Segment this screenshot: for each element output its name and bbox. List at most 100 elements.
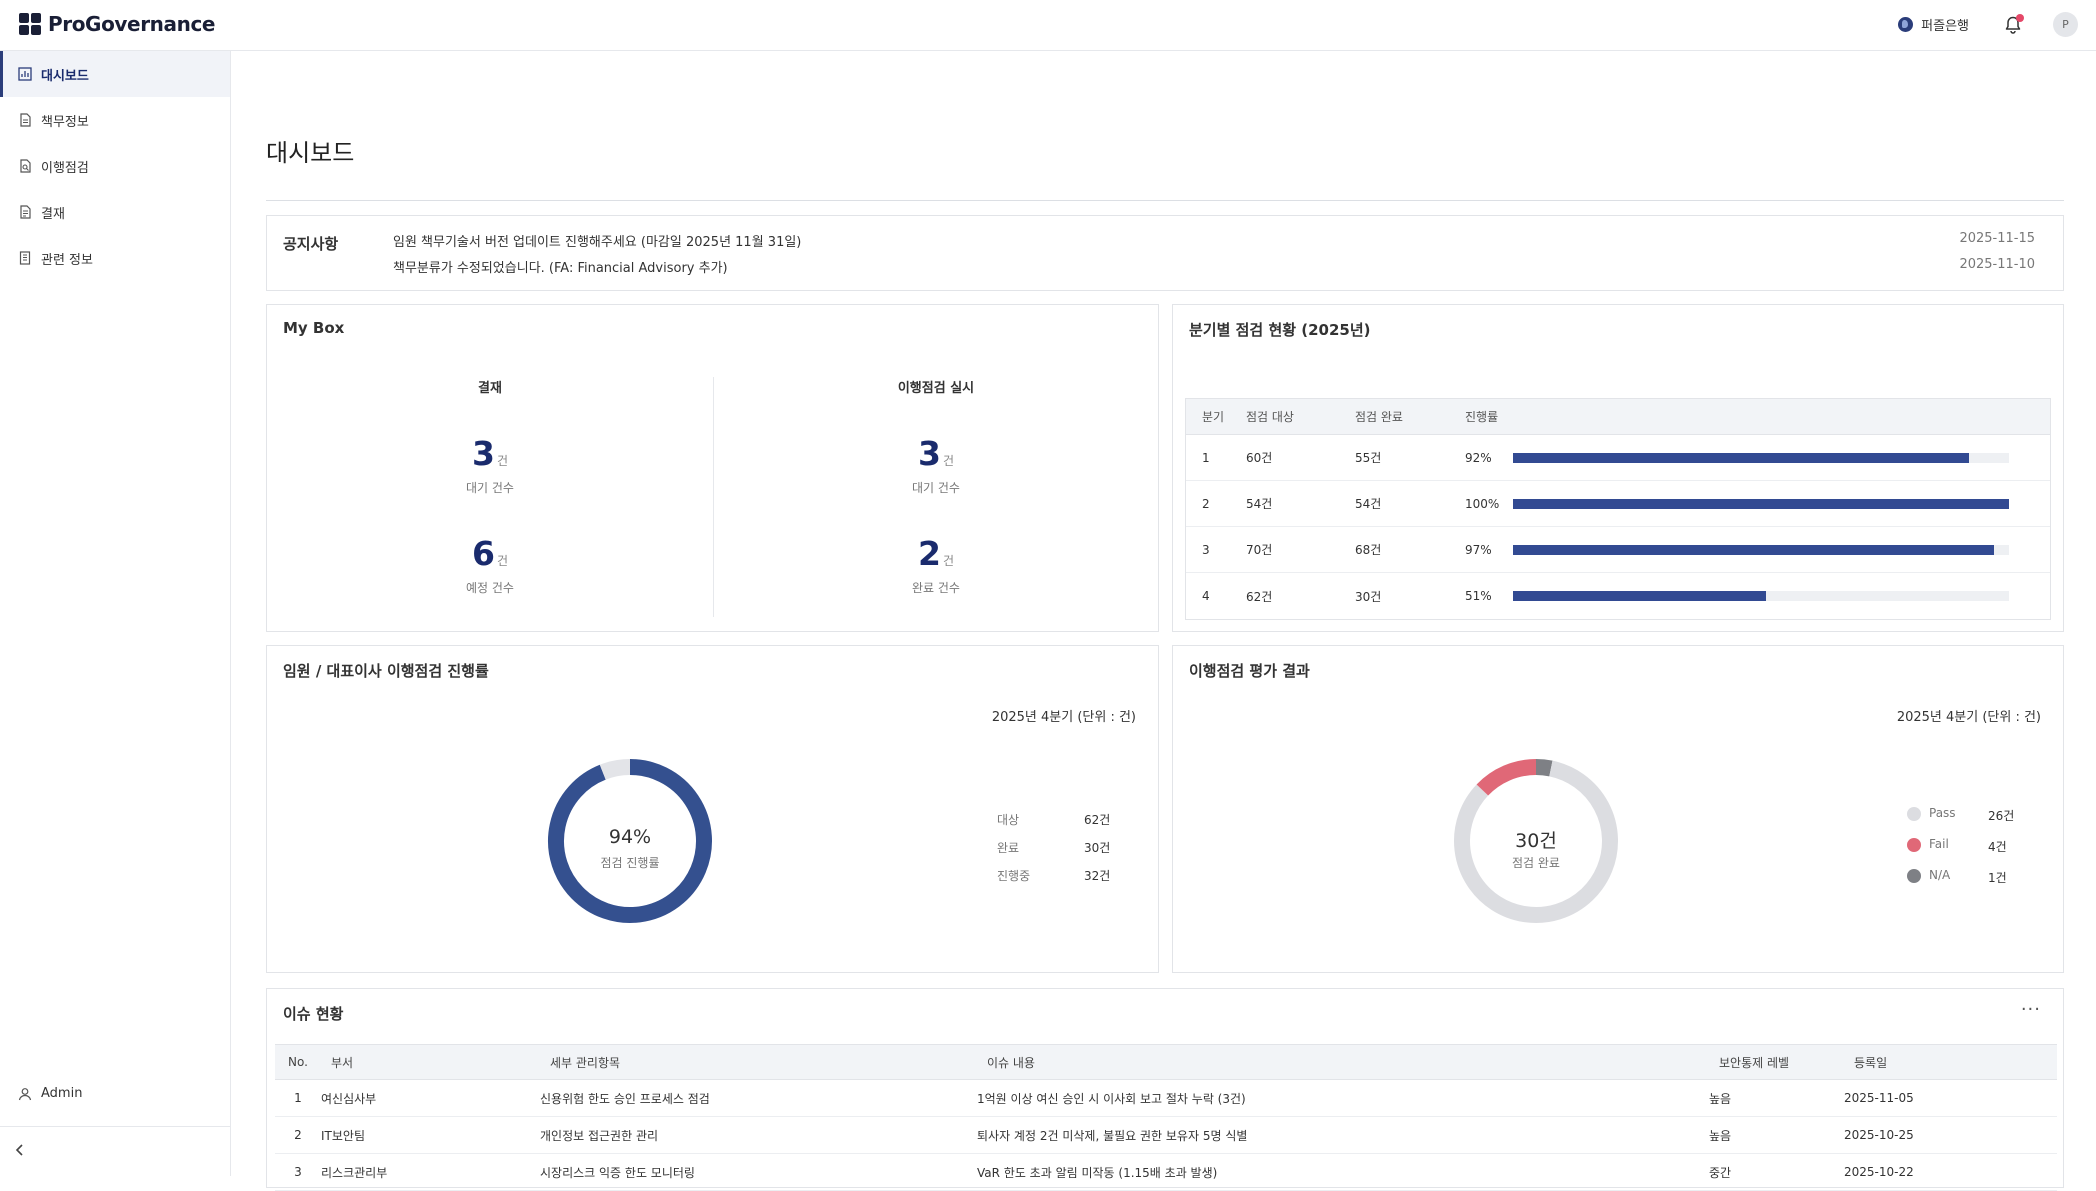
admin-menu[interactable]: Admin	[18, 1086, 82, 1101]
stat-label: 예정 건수	[466, 581, 514, 595]
registered-date-cell: 2025-11-05	[1844, 1091, 1914, 1105]
logo-text: ProGovernance	[48, 12, 216, 36]
bank-name: 퍼즐은행	[1921, 19, 1969, 34]
column-header: 등록일	[1854, 1055, 1888, 1070]
evaluation-card: 이행점검 평가 결과 2025년 4분기 (단위 : 건) 30건 점검 완료 …	[1172, 645, 2064, 973]
issue-content-cell: VaR 한도 초과 알림 미작동 (1.15배 초과 발생)	[977, 1165, 1218, 1180]
title-divider	[266, 200, 2064, 201]
mybox-column-heading: 이행점검 실시	[897, 381, 975, 396]
top-header: ProGovernance 퍼즐은행 P	[0, 0, 2096, 51]
department-cell: 리스크관리부	[321, 1165, 388, 1180]
donut-na-segment	[1535, 759, 1553, 777]
table-row[interactable]: 3 리스크관리부 시장리스크 익증 한도 모니터링 VaR 한도 초과 알림 미작동 …	[275, 1154, 2057, 1191]
donut-pass-segment	[1454, 760, 1618, 923]
app-logo[interactable]: ProGovernance	[19, 12, 215, 36]
notice-item[interactable]: 임원 책무기술서 버전 업데이트 진행해주세요 (마감일 2025년 11월 3…	[393, 235, 802, 250]
donut-center-value: 30건	[1515, 830, 1557, 852]
quarter-cell: 1	[1202, 450, 1210, 465]
document-icon	[20, 113, 31, 127]
progress-donut-chart	[548, 759, 712, 923]
user-icon	[18, 1087, 32, 1100]
evaluation-title: 이행점검 평가 결과	[1189, 662, 1310, 680]
target-cell: 62건	[1246, 589, 1273, 604]
table-row: 2 54건 54건 100%	[1186, 481, 2050, 527]
table-row[interactable]: 2 IT보안팀 개인정보 접근권한 관리 퇴사자 계정 2건 미삭제, 불필요 권한 …	[275, 1117, 2057, 1154]
rate-cell: 92%	[1465, 450, 1492, 465]
notice-date: 2025-11-15	[1959, 231, 2035, 246]
period-unit-label: 2025년 4분기 (단위 : 건)	[991, 710, 1136, 725]
quarter-cell: 4	[1202, 589, 1210, 603]
sidebar-item-label: 관련 정보	[41, 252, 93, 268]
column-header: 세부 관리항목	[550, 1055, 621, 1070]
sidebar-item-approval[interactable]: 결재	[0, 189, 230, 235]
period-unit-label: 2025년 4분기 (단위 : 건)	[1896, 710, 2041, 725]
donut-center-label: 점검 완료	[1512, 856, 1560, 870]
main-content: 대시보드 공지사항 임원 책무기술서 버전 업데이트 진행해주세요 (마감일 2…	[266, 51, 2064, 1191]
mybox-divider	[713, 377, 714, 617]
column-header: 부서	[331, 1055, 354, 1070]
donut-center-label: 점검 진행률	[600, 856, 660, 870]
issue-content-cell: 1억원 이상 여신 승인 시 이사회 보고 절차 누락 (3건)	[977, 1091, 1246, 1106]
notice-card: 공지사항 임원 책무기술서 버전 업데이트 진행해주세요 (마감일 2025년 …	[266, 215, 2064, 291]
bank-selector[interactable]: 퍼즐은행	[1898, 15, 1969, 34]
stat-label: 대기 건수	[466, 481, 514, 495]
table-header: 분기 점검 대상 점검 완료 진행률	[1186, 399, 2050, 435]
progress-donut: 94% 점검 진행률	[547, 758, 713, 924]
page-title: 대시보드	[266, 139, 355, 167]
rate-cell: 100%	[1465, 496, 1500, 511]
admin-label: Admin	[41, 1086, 83, 1101]
chevron-left-icon[interactable]	[12, 1142, 28, 1158]
dashboard-icon	[18, 67, 32, 81]
target-cell: 70건	[1246, 543, 1273, 557]
legend-dot	[1907, 868, 1921, 883]
issue-no-cell: 1	[294, 1091, 302, 1105]
approval-icon	[20, 205, 31, 219]
issue-content-cell: 퇴사자 계정 2건 미삭제, 불필요 권한 보유자 5명 식별	[977, 1128, 1248, 1143]
sidebar: 대시보드 책무정보 이행점검 결재 관련 정보 Admin	[0, 51, 231, 1176]
legend-dot	[1907, 837, 1921, 852]
sidebar-item-label: 결재	[41, 206, 65, 222]
notification-button[interactable]	[2003, 13, 2024, 35]
issues-title: 이슈 현황	[283, 1005, 344, 1023]
user-avatar[interactable]: P	[2053, 12, 2078, 37]
mybox-title: My Box	[283, 319, 345, 337]
column-header: 진행률	[1465, 410, 1499, 424]
quarterly-table: 분기 점검 대상 점검 완료 진행률 1 60건 55건 92% 2 54건 54건 100%…	[1185, 398, 2051, 620]
quarterly-status-card: 분기별 점검 현황 (2025년) 분기 점검 대상 점검 완료 진행률 1 60…	[1172, 304, 2064, 632]
notification-badge	[2016, 13, 2024, 22]
issues-table: No. 부서 세부 관리항목 이슈 내용 보안통제 레벨 등록일 1 여신심사부 신…	[275, 1044, 2057, 1191]
progress-bar-fill	[1513, 544, 1995, 555]
evaluation-donut: 30건 점검 완료	[1453, 758, 1619, 924]
progress-bar-fill	[1513, 498, 2009, 509]
table-row: 4 62건 30건 51%	[1186, 573, 2050, 619]
legend-dot	[1907, 806, 1921, 821]
table-row[interactable]: 1 여신심사부 신용위험 한도 승인 프로세스 점검 1억원 이상 여신 승인 시 이…	[275, 1080, 2057, 1117]
book-icon	[19, 251, 31, 265]
notice-label: 공지사항	[283, 235, 339, 253]
progress-bar-fill	[1513, 452, 1970, 463]
control-item-cell: 신용위험 한도 승인 프로세스 점검	[540, 1091, 710, 1106]
stat-label: 대기 건수	[912, 481, 960, 495]
quarterly-title: 분기별 점검 현황 (2025년)	[1189, 321, 1371, 339]
sidebar-item-label: 이행점검	[41, 160, 89, 176]
donut-remainder-segment	[599, 759, 631, 780]
sidebar-item-related-info[interactable]: 관련 정보	[0, 235, 230, 281]
sidebar-item-duty-info[interactable]: 책무정보	[0, 97, 230, 143]
table-row: 1 60건 55건 92%	[1186, 435, 2050, 481]
sidebar-item-inspection[interactable]: 이행점검	[0, 143, 230, 189]
security-level-cell: 높음	[1709, 1091, 1732, 1106]
column-header: 점검 완료	[1355, 410, 1403, 424]
more-options-button[interactable]: ···	[2020, 999, 2041, 1020]
sidebar-item-label: 대시보드	[41, 68, 89, 84]
rate-cell: 97%	[1465, 542, 1492, 557]
column-header: No.	[288, 1055, 308, 1069]
sidebar-item-dashboard[interactable]: 대시보드	[0, 51, 230, 97]
progress-bar-fill	[1513, 591, 1766, 601]
column-header: 분기	[1202, 410, 1225, 424]
notice-item[interactable]: 책무분류가 수정되었습니다. (FA: Financial Advisory 추…	[393, 261, 728, 276]
table-header: No. 부서 세부 관리항목 이슈 내용 보안통제 레벨 등록일	[275, 1044, 2057, 1080]
